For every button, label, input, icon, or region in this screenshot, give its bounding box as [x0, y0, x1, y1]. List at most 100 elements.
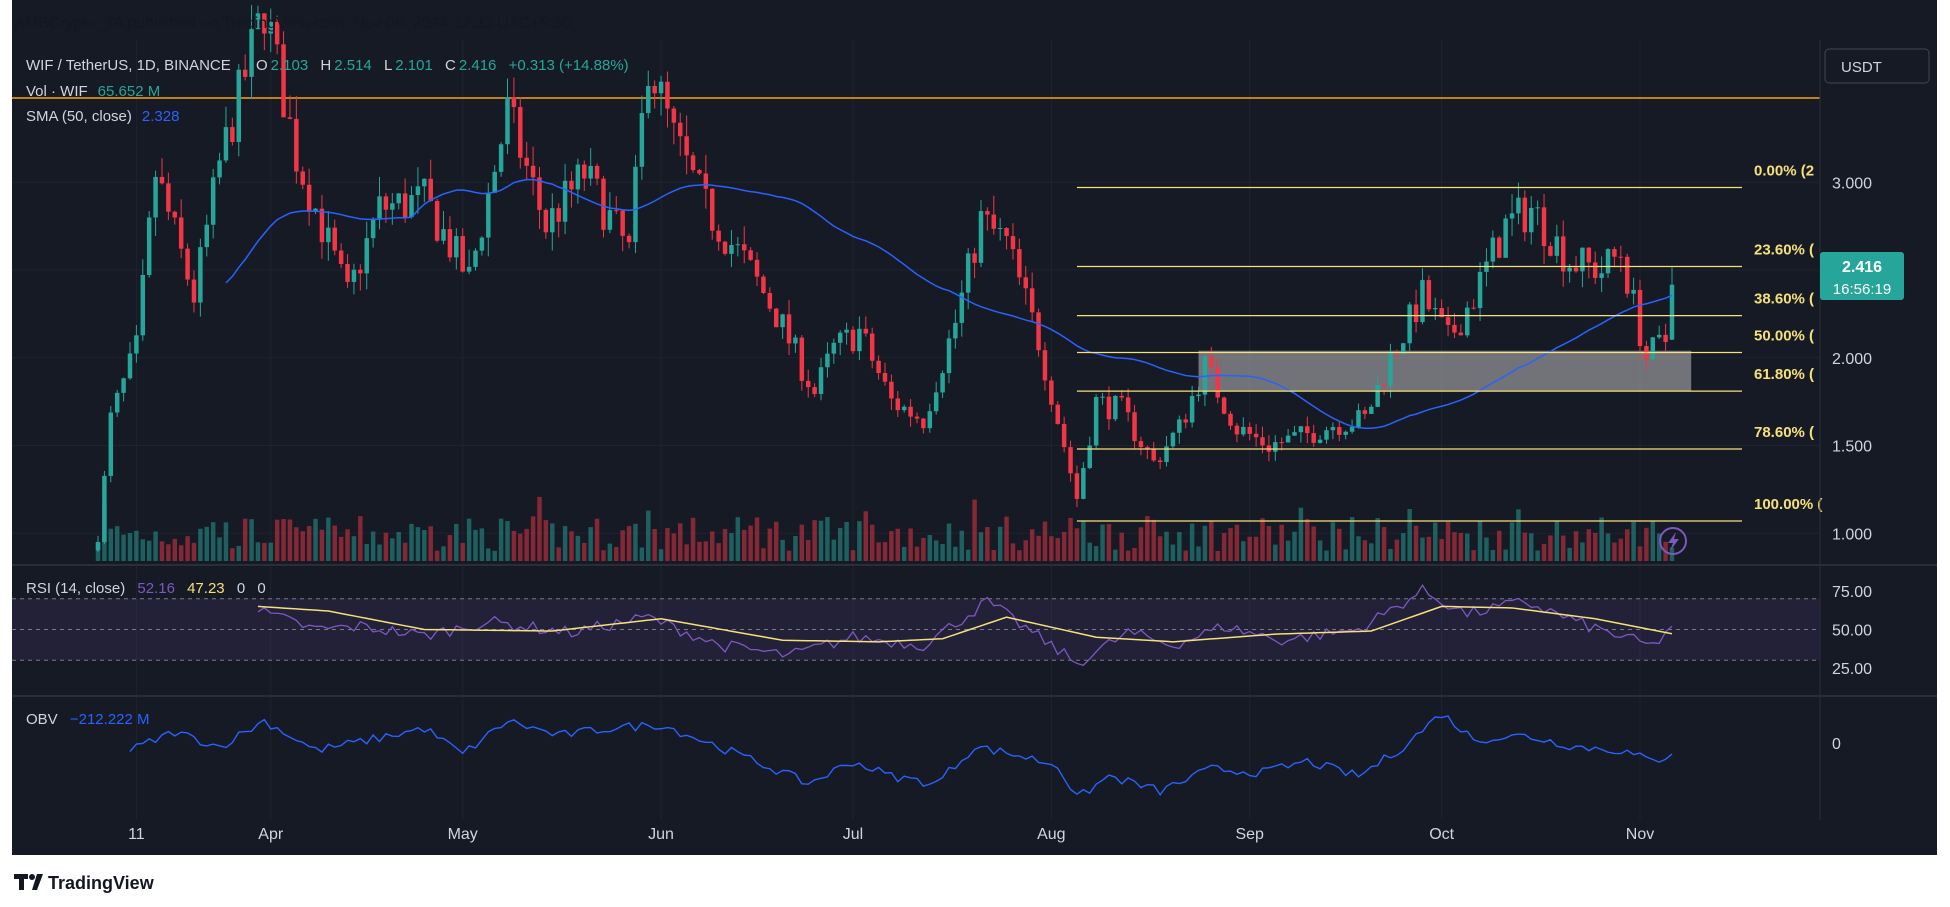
rsi-title: RSI (14, close) [26, 580, 125, 597]
candle-body [166, 183, 171, 212]
volume-legend[interactable]: Vol · WIF 65.652 M [26, 83, 160, 100]
volume-bar [268, 542, 273, 561]
volume-bar [479, 528, 485, 561]
volume-bar [198, 528, 203, 561]
time-tick-label: Jul [843, 826, 863, 843]
candle-body [1145, 447, 1150, 450]
candle-body [505, 97, 510, 145]
volume-bar [1490, 549, 1496, 561]
tradingview-logo[interactable] [14, 874, 43, 890]
candle-body [351, 269, 357, 282]
volume-bar [178, 545, 184, 561]
volume-bar [908, 528, 913, 561]
volume-bar [364, 544, 369, 561]
candle-body [914, 416, 920, 419]
candle-body [1324, 430, 1329, 440]
volume-bar [191, 542, 197, 561]
price-tick-label: 1.500 [1832, 439, 1872, 456]
volume-bar [876, 542, 881, 561]
volume-bar [562, 526, 568, 561]
volume-bar [837, 527, 843, 561]
candle-body [281, 44, 286, 118]
candle-body [102, 475, 107, 543]
volume-bar [710, 531, 715, 561]
candle-body [773, 308, 779, 328]
candle-body [678, 122, 683, 137]
candle-body [460, 236, 465, 272]
candle-body [326, 227, 331, 243]
volume-bar [575, 535, 581, 561]
candle-body [1036, 312, 1041, 351]
volume-bar [338, 536, 344, 561]
rsi-legend[interactable]: RSI (14, close) 52.16 47.23 0 0 [26, 580, 266, 597]
low-label: L [384, 57, 392, 74]
volume-bar [294, 527, 299, 561]
candle-body [1074, 473, 1080, 499]
candle-body [729, 245, 734, 254]
rsi-tick-label: 25.00 [1832, 661, 1872, 678]
candle-body [1407, 304, 1412, 344]
candle-body [230, 127, 235, 142]
volume-bar [697, 541, 702, 561]
volume-bar [997, 526, 1003, 561]
volume-bar [850, 550, 856, 561]
volume-bar [530, 516, 536, 561]
candle-body [306, 184, 312, 212]
volume-bar [428, 526, 433, 561]
volume-bar [1445, 521, 1451, 561]
candle-body [735, 244, 741, 246]
candle-body [1221, 397, 1227, 414]
rsi-tick-label: 75.00 [1832, 584, 1872, 601]
volume-bar [1106, 524, 1112, 561]
volume-bar [1560, 535, 1566, 561]
volume-bar [639, 547, 645, 561]
volume-bar [678, 523, 683, 561]
volume-bar [121, 534, 126, 561]
candle-body [991, 214, 997, 229]
candle-body [1247, 426, 1252, 434]
rsi-tick-label: 50.00 [1832, 623, 1872, 640]
volume-bar [409, 523, 414, 561]
fib-level-label: 78.60% ( [1754, 424, 1814, 441]
symbol-title[interactable]: WIF / TetherUS, 1D, BINANCE [26, 57, 231, 74]
candle-body [901, 406, 907, 411]
volume-bar [978, 532, 984, 561]
obv-legend[interactable]: OBV −212.222 M [26, 711, 150, 728]
volume-bar [812, 520, 817, 561]
candle-body [1081, 468, 1086, 499]
volume-bar [793, 536, 798, 561]
candles[interactable] [95, 4, 1675, 553]
currency-button[interactable] [1824, 48, 1930, 84]
lightning-icon[interactable] [1659, 527, 1687, 555]
sma-value: 2.328 [142, 108, 180, 125]
volume-bar [594, 518, 600, 561]
candle-body [1285, 435, 1291, 443]
volume-bar [671, 533, 677, 561]
obv-panel[interactable] [129, 715, 1673, 796]
volume-bar [95, 543, 101, 561]
sma-50-line [225, 178, 1673, 430]
candle-body [1260, 437, 1265, 446]
volume-bar [492, 550, 497, 561]
volume-bar [466, 518, 472, 561]
volume-bar [1618, 538, 1624, 561]
candle-body [1362, 410, 1368, 414]
candle-body [837, 332, 843, 343]
candle-body [1554, 236, 1560, 256]
candle-body [1637, 289, 1643, 347]
sma-legend[interactable]: SMA (50, close) 2.328 [26, 108, 179, 125]
candle-body [895, 398, 901, 411]
candle-body [530, 165, 536, 178]
volume-bar [1433, 522, 1438, 561]
volume-bar [1337, 528, 1342, 561]
candle-body [1106, 396, 1112, 420]
rsi-panel[interactable] [12, 583, 1820, 666]
candle-body [492, 171, 497, 193]
low-value: 2.101 [395, 57, 433, 74]
candle-body [607, 210, 613, 230]
volume-bar [991, 550, 997, 561]
volume-bar [927, 534, 933, 561]
volume-bar [1656, 533, 1662, 561]
candle-body [1599, 273, 1604, 278]
